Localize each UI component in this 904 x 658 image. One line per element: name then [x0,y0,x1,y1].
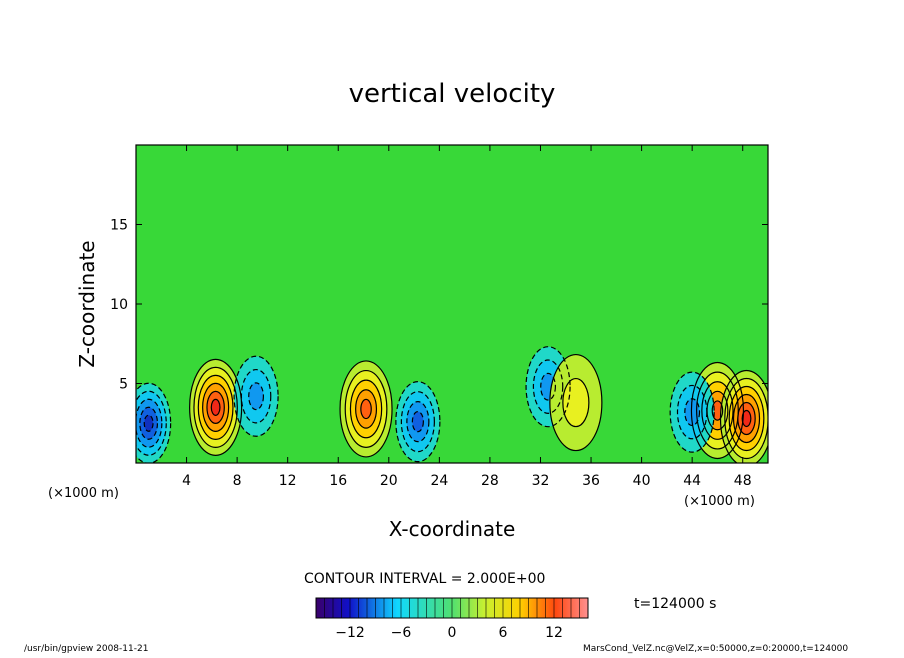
contour-line [233,355,279,437]
x-tick-label: 44 [683,473,701,489]
contour-line [240,368,272,424]
contour-line [724,377,768,460]
colorbar-divisions [324,598,580,618]
footer-right: MarsCond_VelZ.nc@VelZ,x=0:50000,z=0:2000… [583,644,848,654]
updraft-cell [742,410,751,427]
contour-line [210,398,221,416]
y-tick-label: 10 [110,297,128,313]
contour-line [532,359,564,414]
contour-line [349,379,383,439]
contour-line [400,391,435,453]
x-axis-label: X-coordinate [389,517,516,541]
x-tick-label: 40 [633,473,651,489]
contour-line [684,398,701,427]
contour-line [248,382,265,411]
contour-line [339,360,393,458]
colorbar-tick-label: −6 [391,625,412,641]
contour-line [701,381,734,440]
contour-line [360,398,372,420]
contour-line [143,414,154,432]
y-axis-label: Z-coordinate [75,240,99,367]
contour-line [728,385,765,452]
contour-line [562,377,590,428]
contour-line [732,393,761,444]
x-tick-label: 24 [430,473,448,489]
contour-lines [136,346,768,463]
colorbar-tick-label: 6 [499,625,508,641]
contour-line [395,381,441,463]
contour-line [669,371,715,453]
colorbar-tick-label: 0 [448,625,457,641]
updraft-cell [211,399,220,416]
x-tick-label: 36 [582,473,600,489]
updraft-cell [360,399,372,419]
downdraft-cell [248,382,264,410]
contour-line [206,390,225,424]
x-tick-label: 12 [279,473,297,489]
footer-left: /usr/bin/gpview 2008-11-21 [24,644,148,654]
y-tick-label: 15 [110,218,128,234]
x-axis-unit: (×1000 m) [684,494,755,509]
x-tick-label: 28 [481,473,499,489]
chart-title: vertical velocity [349,79,556,109]
downdraft-cell [412,411,424,432]
time-label: t=124000 s [634,596,716,612]
contour-line [355,389,378,429]
contour-line [540,372,556,401]
contour-line [193,366,238,448]
y-axis-unit: (×1000 m) [48,486,119,501]
contour-line [696,371,739,450]
downdraft-cell [684,398,700,426]
colorbar-tick-label: −12 [335,625,365,641]
contour-line [719,369,768,463]
colorbar-tick-label: 12 [545,625,563,641]
contour-line [344,369,388,448]
downdraft-cell [144,415,154,432]
contour-line [690,361,745,460]
contour-line [411,411,424,433]
contour-line [711,400,724,421]
x-tick-label: 8 [233,473,242,489]
x-axis-ticks: 4 8 12 16 20 24 28 32 36 40 44 48 [182,145,752,489]
contour-line [741,409,752,428]
contour-line [139,406,159,440]
x-tick-label: 48 [734,473,752,489]
x-tick-label: 16 [329,473,347,489]
colorbar-ticks: −12 −6 0 6 12 [335,625,563,641]
x-tick-label: 32 [532,473,550,489]
contour-line [549,353,603,452]
contour-line [406,401,430,443]
x-tick-label: 4 [182,473,191,489]
contour-interval: CONTOUR INTERVAL = 2.000E+00 [304,571,545,587]
contour-line [136,398,163,448]
contour-line [136,390,167,456]
contour-line [737,401,756,436]
contour-line [525,346,571,428]
contour-line [197,374,234,440]
x-tick-label: 20 [380,473,398,489]
contour-line [202,382,230,432]
contour-line [136,382,172,463]
contour-line [189,358,243,456]
y-axis-ticks: 5 10 15 [110,218,768,393]
contour-line [676,384,708,440]
y-tick-label: 5 [119,377,128,393]
